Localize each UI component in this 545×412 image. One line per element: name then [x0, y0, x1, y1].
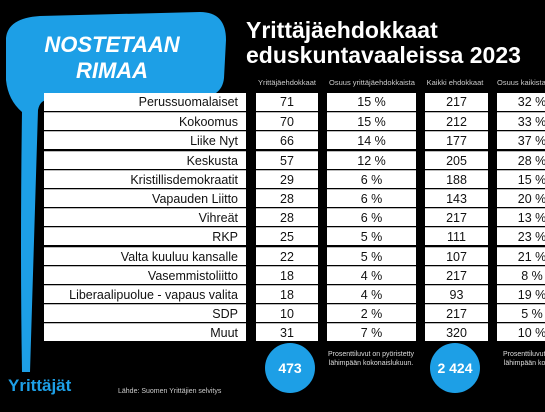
cell-value: 22 — [256, 246, 318, 265]
party-name: Vasemmistoliitto — [44, 265, 246, 284]
cell-value: 18 — [256, 285, 318, 303]
cell-value: 25 — [256, 227, 318, 246]
cell-value: 57 — [256, 150, 318, 169]
party-name: Perussuomalaiset — [44, 93, 246, 111]
cell-value: 8 % — [497, 265, 545, 284]
cell-value: 107 — [425, 246, 488, 265]
party-name: Liike Nyt — [44, 131, 246, 150]
cell-value: 12 % — [327, 150, 416, 169]
party-name: SDP — [44, 304, 246, 323]
column-header: Yrittäjäehdokkaat — [258, 78, 316, 87]
cell-value: 28 — [256, 189, 318, 207]
column-header: Kaikki ehdokkaat — [426, 78, 484, 87]
cell-value: 217 — [425, 304, 488, 323]
cell-value: 10 % — [497, 323, 545, 342]
cell-value: 23 % — [497, 227, 545, 246]
note: Prosenttiluvut on pyöristetty lähimpään … — [328, 351, 414, 367]
bubble-text: RIMAA — [76, 58, 148, 83]
cell-value: 5 % — [327, 246, 416, 265]
cell-value: 15 % — [327, 93, 416, 111]
cell-value: 217 — [425, 93, 488, 111]
cell-value: 4 % — [327, 285, 416, 303]
cell-value: 13 % — [497, 208, 545, 227]
cell-value: 71 — [256, 93, 318, 111]
note: Prosenttiluvut on pyöristetty lähimpään … — [503, 351, 545, 367]
cell-value: 143 — [425, 189, 488, 207]
cell-value: 217 — [425, 265, 488, 284]
cell-value: 5 % — [497, 304, 545, 323]
total-circle: 473 — [265, 343, 315, 393]
bubble-text: NOSTETAAN — [44, 32, 180, 57]
column-header: Osuus yrittäjäehdokkaista — [329, 78, 415, 87]
cell-value: 188 — [425, 169, 488, 188]
cell-value: 33 % — [497, 112, 545, 131]
cell-value: 6 % — [327, 208, 416, 227]
party-name: Vapauden Liitto — [44, 189, 246, 207]
cell-value: 15 % — [327, 112, 416, 131]
column-header: Osuus kaikista ehdokkaista — [497, 78, 545, 87]
cell-value: 32 % — [497, 93, 545, 111]
party-name: Kristillisdemokraatit — [44, 169, 246, 188]
cell-value: 19 % — [497, 285, 545, 303]
cell-value: 6 % — [327, 189, 416, 207]
cell-value: 10 — [256, 304, 318, 323]
cell-value: 31 — [256, 323, 318, 342]
cell-value: 217 — [425, 208, 488, 227]
cell-value: 29 — [256, 169, 318, 188]
cell-value: 93 — [425, 285, 488, 303]
cell-value: 212 — [425, 112, 488, 131]
cell-value: 28 — [256, 208, 318, 227]
cell-value: 7 % — [327, 323, 416, 342]
party-name: Valta kuuluu kansalle — [44, 246, 246, 265]
title: eduskuntavaaleissa 2023 — [246, 42, 521, 68]
cell-value: 20 % — [497, 189, 545, 207]
party-name: RKP — [44, 227, 246, 246]
party-name: Keskusta — [44, 150, 246, 169]
source: Lähde: Suomen Yrittäjien selvitys — [118, 388, 222, 395]
cell-value: 66 — [256, 131, 318, 150]
cell-value: 2 % — [327, 304, 416, 323]
cell-value: 70 — [256, 112, 318, 131]
cell-value: 177 — [425, 131, 488, 150]
cell-value: 14 % — [327, 131, 416, 150]
cell-value: 21 % — [497, 246, 545, 265]
cell-value: 15 % — [497, 169, 545, 188]
cell-value: 5 % — [327, 227, 416, 246]
logo: Yrittäjät — [8, 376, 72, 395]
cell-value: 111 — [425, 227, 488, 246]
cell-value: 4 % — [327, 265, 416, 284]
title: Yrittäjäehdokkaat — [246, 17, 438, 43]
cell-value: 6 % — [327, 169, 416, 188]
total-circle: 2 424 — [430, 343, 480, 393]
cell-value: 18 — [256, 265, 318, 284]
cell-value: 320 — [425, 323, 488, 342]
party-name: Muut — [44, 323, 246, 342]
party-name: Liberaalipuolue - vapaus valita — [44, 285, 246, 303]
speech-bubble: NOSTETAAN RIMAA — [6, 12, 226, 372]
party-name: Vihreät — [44, 208, 246, 227]
cell-value: 205 — [425, 150, 488, 169]
cell-value: 28 % — [497, 150, 545, 169]
cell-value: 37 % — [497, 131, 545, 150]
party-name: Kokoomus — [44, 112, 246, 131]
